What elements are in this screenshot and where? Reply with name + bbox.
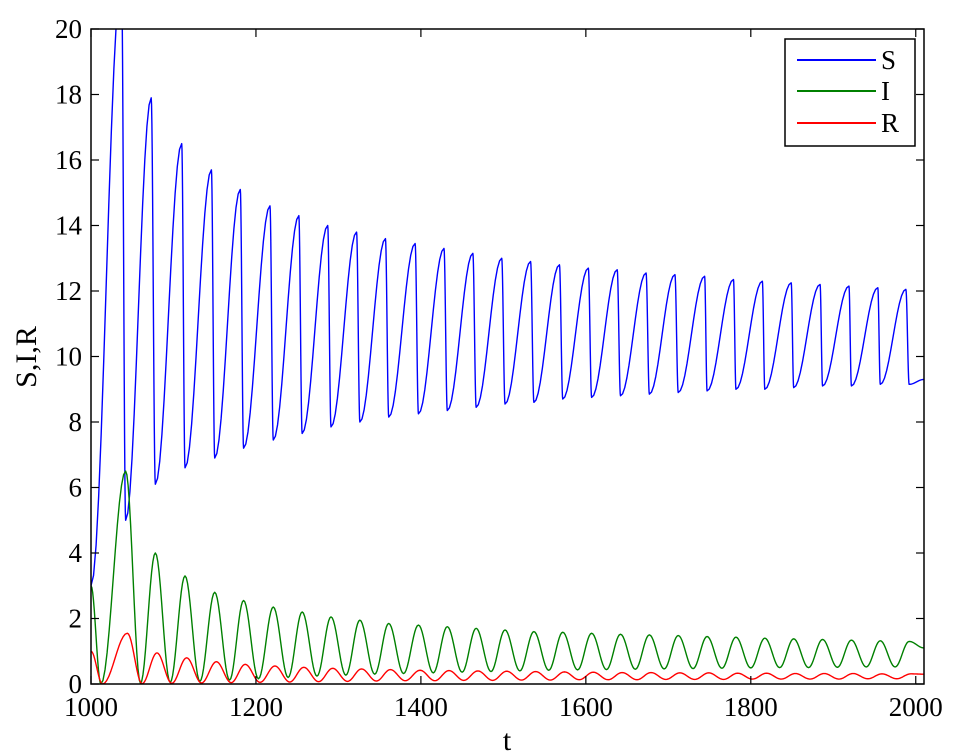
y-tick-label: 2	[69, 604, 83, 634]
y-tick-label: 20	[55, 14, 82, 44]
x-tick-label: 1400	[394, 692, 448, 722]
x-tick-label: 1800	[724, 692, 778, 722]
legend: S I R	[784, 38, 916, 147]
y-tick-label: 0	[69, 669, 83, 699]
y-tick-label: 16	[55, 145, 82, 175]
y-tick-label: 12	[55, 276, 82, 306]
y-tick-label: 6	[69, 473, 83, 503]
x-tick-label: 1600	[559, 692, 613, 722]
series-layer	[91, 29, 924, 684]
y-tick-label: 14	[55, 211, 83, 241]
legend-box	[784, 38, 916, 147]
legend-label-i: I	[881, 76, 890, 106]
legend-label-s: S	[881, 45, 896, 75]
series-line-r	[91, 632, 924, 684]
series-line-i	[91, 470, 924, 684]
ticks-layer: 1000 1200 1400 1600 1800 2000 0 2 4 6 8 10 12 14 16 18 2…	[55, 14, 943, 722]
y-tick-label: 18	[55, 80, 82, 110]
x-tick-label: 1200	[229, 692, 283, 722]
x-axis-label: t	[503, 724, 512, 756]
x-tick-label: 2000	[889, 692, 943, 722]
series-line-s	[91, 29, 924, 586]
legend-label-r: R	[881, 108, 899, 138]
y-tick-label: 4	[69, 538, 83, 568]
x-tick-label: 1000	[64, 692, 118, 722]
y-tick-label: 8	[69, 407, 83, 437]
y-axis-label: S,I,R	[10, 326, 43, 388]
y-tick-label: 10	[55, 342, 82, 372]
